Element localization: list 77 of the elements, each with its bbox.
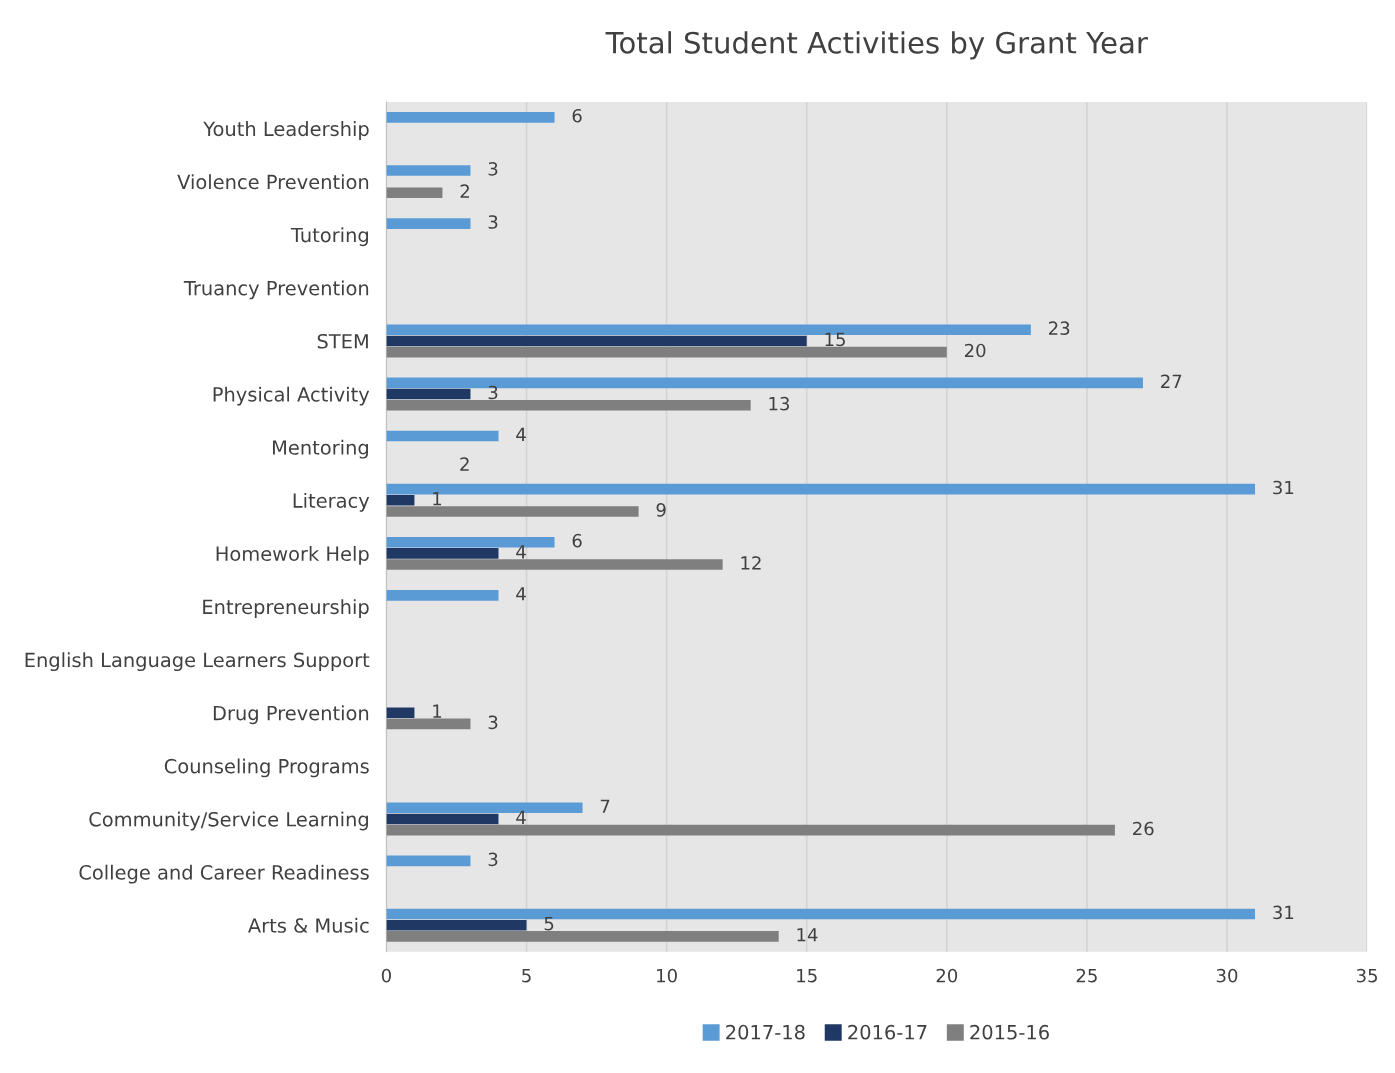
bar: [386, 506, 639, 517]
data-label: 4: [516, 810, 526, 824]
y-tick-label: Entrepreneurship: [203, 599, 369, 618]
bar: [386, 824, 1115, 836]
data-label: 14: [797, 928, 818, 942]
bar: [386, 346, 947, 358]
data-label: 3: [488, 852, 498, 867]
y-tick-label: Physical Activity: [213, 386, 370, 406]
bar: [386, 165, 471, 176]
y-tick-label: Community/Service Learning: [89, 811, 368, 831]
y-tick-label: Youth Leadership: [203, 121, 369, 140]
x-tick-label: 15: [797, 968, 817, 983]
data-label: 31: [1273, 480, 1294, 495]
data-label: 31: [1273, 905, 1294, 920]
x-tick-label: 30: [1216, 968, 1238, 983]
data-label: 26: [1133, 821, 1154, 836]
bar: [386, 919, 527, 931]
data-label: 23: [1049, 321, 1070, 336]
bar: [386, 813, 499, 825]
x-tick-label: 5: [522, 968, 531, 983]
bar: [386, 494, 415, 506]
y-tick-label: Arts & Music: [248, 917, 369, 933]
bar: [386, 399, 751, 411]
bar: [386, 707, 415, 719]
x-tick-label: 0: [381, 968, 391, 983]
bar: [386, 548, 499, 559]
y-tick-label: Truancy Prevention: [183, 280, 369, 300]
y-tick-label: Homework Help: [216, 546, 369, 565]
bar: [386, 590, 499, 601]
data-label: 1: [433, 704, 442, 718]
x-tick-label: 25: [1076, 968, 1097, 983]
y-tick-label: Violence Prevention: [177, 174, 369, 190]
y-tick-label: Drug Prevention: [213, 705, 369, 725]
data-label: 6: [572, 533, 582, 548]
data-label: 4: [516, 427, 526, 441]
data-label: 5: [544, 917, 554, 931]
data-label: 4: [516, 545, 526, 559]
y-tick-label: STEM: [317, 333, 368, 349]
y-tick-label: English Language Learners Support: [25, 652, 370, 672]
y-tick-label: Counseling Programs: [164, 758, 369, 778]
y-tick-label: Mentoring: [273, 439, 368, 459]
bar: [386, 559, 723, 570]
bar: [386, 218, 471, 229]
y-tick-label: College and Career Readiness: [79, 864, 369, 884]
data-label: 4: [516, 587, 526, 601]
data-label: 1: [433, 492, 442, 506]
bar: [386, 718, 471, 730]
legend-label: 2016-17: [848, 1024, 927, 1040]
data-label: 15: [825, 332, 845, 347]
data-label: 3: [488, 715, 498, 730]
y-tick-label: Literacy: [293, 492, 370, 512]
data-label: 3: [488, 215, 498, 229]
legend-label: 2017-18: [726, 1024, 805, 1040]
bar: [386, 112, 555, 123]
legend-label: 2015-16: [970, 1024, 1049, 1040]
data-label: 3: [488, 162, 498, 176]
data-label: 9: [656, 503, 666, 517]
data-label: 7: [600, 799, 610, 813]
annotation: 2: [460, 457, 469, 471]
x-tick-label: 20: [936, 968, 958, 983]
data-label: 13: [769, 396, 790, 411]
y-tick-label: Tutoring: [290, 227, 368, 247]
x-tick-label: 10: [657, 968, 677, 983]
x-tick-label: 35: [1356, 968, 1378, 983]
bar: [386, 931, 779, 942]
bar: [386, 388, 471, 400]
data-label: 2: [460, 184, 469, 198]
bar: [386, 430, 499, 442]
bar: [386, 187, 443, 199]
data-label: 12: [741, 556, 761, 570]
data-label: 27: [1161, 374, 1182, 388]
chart-title: Total Student Activities by Grant Year: [605, 31, 1148, 60]
data-label: 6: [572, 108, 582, 123]
data-label: 3: [488, 385, 498, 400]
bar: [386, 335, 807, 347]
data-label: 20: [964, 343, 986, 358]
bar: [386, 855, 471, 867]
